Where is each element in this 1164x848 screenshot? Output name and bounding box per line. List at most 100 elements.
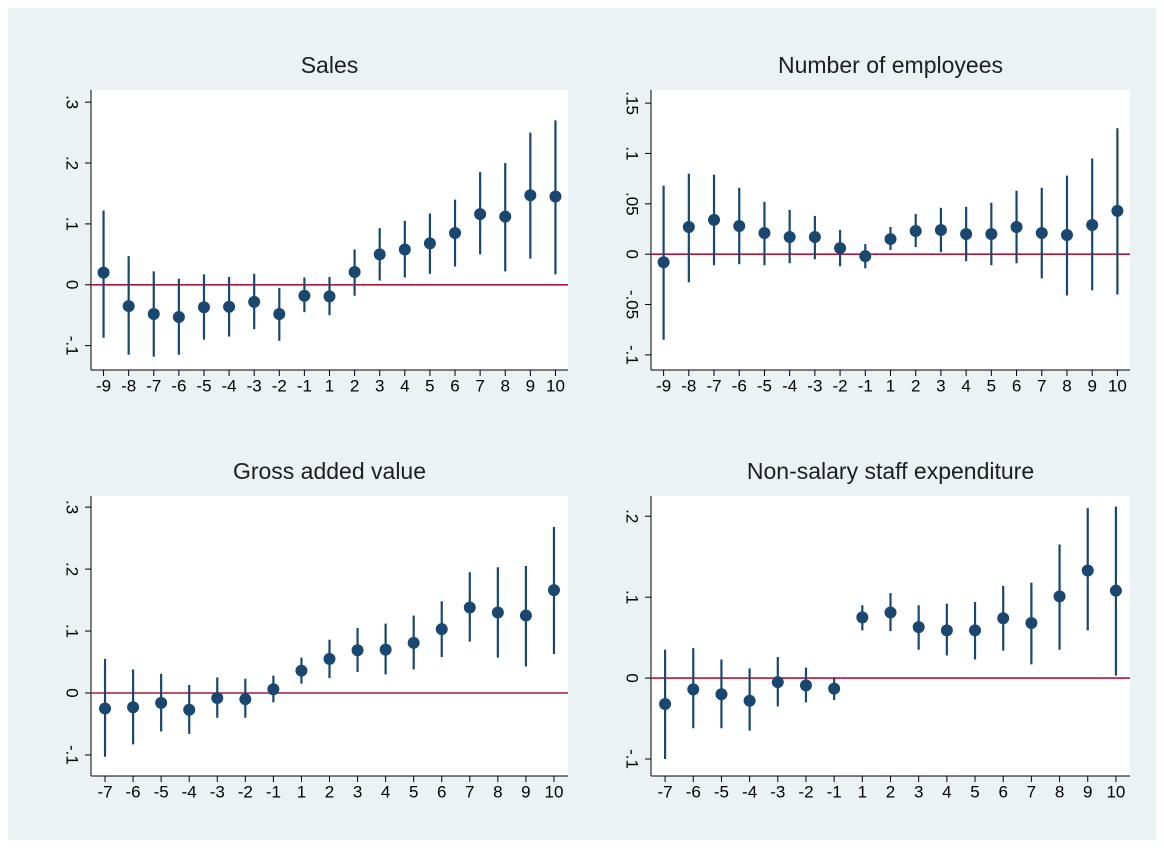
panel: Gross added value -.1 0 .1 .2 .3 -7 -6 -5 -4 -3 -2-…: [63, 458, 568, 801]
point-estimate: [323, 290, 336, 303]
x-tick-label: 6: [450, 376, 459, 395]
point-estimate: [1025, 617, 1038, 630]
x-tick-label: -1: [827, 782, 842, 801]
y-tick-label: .3: [63, 95, 82, 109]
point-estimate: [997, 612, 1010, 625]
point-estimate: [708, 213, 721, 226]
point-estimate: [1060, 229, 1073, 242]
x-tick-label: 4: [961, 376, 970, 395]
x-tick-label: 9: [1083, 782, 1092, 801]
y-tick-label: .1: [623, 146, 642, 160]
x-tick-label: 3: [914, 782, 923, 801]
point-estimate: [248, 295, 261, 308]
point-estimate: [183, 703, 196, 716]
x-tick-label: -4: [782, 376, 797, 395]
x-tick-label: -8: [681, 376, 696, 395]
point-estimate: [519, 609, 532, 622]
y-tick-label: 0: [63, 688, 82, 697]
x-tick-label: -7: [706, 376, 721, 395]
y-tick-label: 0: [623, 673, 642, 682]
point-estimate: [127, 701, 140, 714]
x-tick-label: -9: [96, 376, 111, 395]
x-tick-label: -1: [266, 782, 281, 801]
x-tick-label: -3: [807, 376, 822, 395]
x-tick-label: -6: [732, 376, 747, 395]
point-estimate: [474, 208, 487, 221]
point-estimate: [373, 248, 386, 261]
y-tick-label: .1: [623, 590, 642, 604]
point-estimate: [934, 224, 947, 236]
point-estimate: [985, 228, 998, 241]
x-tick-label: -3: [770, 782, 785, 801]
x-tick-label: 9: [526, 376, 535, 395]
point-estimate: [659, 697, 672, 710]
point-estimate: [884, 606, 897, 619]
x-tick-label: -8: [121, 376, 136, 395]
x-tick-label: 6: [1012, 376, 1021, 395]
point-estimate: [211, 691, 224, 704]
panel: Number of employees-.1-.050.05.1.15-9 -8-…: [623, 52, 1130, 395]
point-estimate: [97, 266, 110, 279]
point-estimate: [348, 266, 361, 278]
x-tick-label: -2: [833, 376, 848, 395]
point-estimate: [423, 237, 436, 250]
point-estimate: [463, 601, 476, 614]
x-tick-label: 4: [381, 782, 390, 801]
point-estimate: [687, 683, 700, 696]
x-tick-label: -9: [656, 376, 671, 395]
x-tick-label: -4: [742, 782, 757, 801]
point-estimate: [499, 210, 512, 223]
x-tick-label: -6: [686, 782, 701, 801]
x-tick-label: 2: [325, 782, 334, 801]
x-tick-label: 7: [1037, 376, 1046, 395]
point-estimate: [715, 688, 728, 701]
x-tick-label: -2: [798, 782, 813, 801]
x-tick-label: -5: [196, 376, 211, 395]
point-estimate: [549, 190, 562, 203]
x-tick-label: -7: [658, 782, 673, 801]
x-tick-label: 3: [353, 782, 362, 801]
point-estimate: [491, 606, 504, 619]
y-tick-label: -.1: [623, 345, 642, 365]
x-tick-label: 7: [1027, 782, 1036, 801]
point-estimate: [828, 682, 841, 695]
x-tick-label: 6: [437, 782, 446, 801]
y-tick-label: -.1: [623, 749, 642, 769]
y-tick-label: -.1: [63, 336, 82, 356]
point-estimate: [295, 664, 308, 677]
point-estimate: [799, 679, 812, 692]
x-tick-label: -1: [858, 376, 873, 395]
point-estimate: [758, 227, 771, 240]
y-tick-label: -.05: [623, 290, 642, 319]
x-tick-label: -6: [171, 376, 186, 395]
x-tick-label: 10: [545, 782, 564, 801]
point-estimate: [524, 189, 537, 202]
panel-title: Number of employees: [778, 52, 1003, 78]
point-estimate: [147, 308, 160, 320]
x-tick-label: 2: [886, 782, 895, 801]
x-tick-label: -3: [247, 376, 262, 395]
y-tick-label: .1: [63, 217, 82, 231]
x-tick-label: -1: [297, 376, 312, 395]
x-tick-label: 1: [858, 782, 867, 801]
point-estimate: [771, 676, 784, 689]
y-tick-label: 0: [623, 249, 642, 258]
y-tick-label: .2: [63, 562, 82, 576]
point-estimate: [547, 584, 560, 597]
point-estimate: [273, 308, 286, 320]
point-estimate: [1053, 590, 1066, 603]
point-estimate: [884, 233, 897, 246]
y-tick-label: .2: [623, 509, 642, 523]
point-estimate: [1086, 218, 1099, 231]
point-estimate: [435, 623, 448, 636]
x-tick-label: 8: [501, 376, 510, 395]
x-tick-label: 3: [936, 376, 945, 395]
point-estimate: [743, 694, 756, 707]
x-tick-label: 5: [970, 782, 979, 801]
point-estimate: [808, 231, 821, 244]
point-estimate: [1109, 584, 1122, 597]
point-estimate: [298, 289, 311, 302]
panel-title: Gross added value: [233, 458, 426, 484]
x-tick-label: -7: [97, 782, 112, 801]
x-tick-label: -5: [154, 782, 169, 801]
